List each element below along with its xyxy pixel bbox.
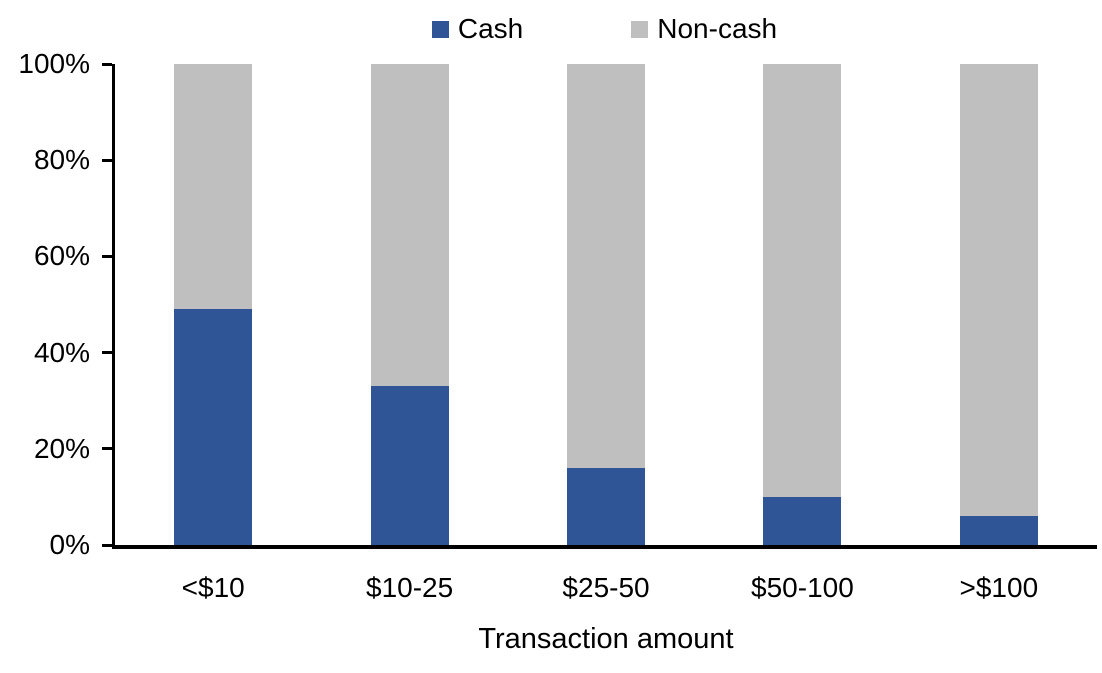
x-category-label: >$100 [959,572,1039,603]
plot-area [102,62,1097,549]
legend-label: Non-cash [657,13,778,44]
bar-100 [959,64,1038,545]
legend-swatch-non-cash-icon [631,20,649,38]
legend-item-non-cash: Non-cash [631,13,777,45]
x-category-label: $10-25 [366,572,454,603]
bar-segment-non-cash [174,64,253,310]
y-tick-mark [102,254,112,258]
legend-item-cash: Cash [431,13,524,45]
bar-segment-cash [763,496,842,545]
y-tick-mark [102,543,112,547]
bar-segment-cash [370,386,449,545]
bar-segment-non-cash [959,64,1038,517]
bar-25-50 [567,64,645,545]
y-tick-label: 20% [33,432,90,464]
bar-segment-cash [567,468,645,545]
y-tick-mark [102,62,112,66]
legend-label: Cash [457,13,524,44]
y-tick-label: 100% [18,48,90,79]
y-tick-label: 60% [33,240,90,272]
x-category-label: <$10 [181,572,245,603]
y-tick-label: 0% [49,529,90,560]
y-tick-label: 40% [33,336,90,368]
bar-segment-non-cash [567,64,645,469]
bar-50-100 [763,64,842,545]
y-tick-mark [102,447,112,451]
bar-segment-non-cash [763,64,842,497]
chart-legend: Cash Non-cash [112,10,1097,48]
x-axis-title: Transaction amount [478,623,734,655]
bar-segment-non-cash [370,64,449,387]
y-tick-mark [102,158,112,162]
y-tick-mark [102,351,112,355]
y-axis: 0% 20% 40% 60% 80% 100% [0,50,99,559]
bar-segment-cash [959,516,1038,545]
bar-10 [174,64,253,545]
legend-swatch-cash-icon [431,20,449,38]
x-category-label: $25-50 [562,572,650,603]
bar-segment-cash [174,309,253,545]
bar-10-25 [370,64,449,545]
y-tick-label: 80% [33,144,90,176]
x-axis-labels: <$10 $10-25 $25-50 $50-100 >$100 [115,572,1097,604]
x-category-label: $50-100 [751,572,854,603]
